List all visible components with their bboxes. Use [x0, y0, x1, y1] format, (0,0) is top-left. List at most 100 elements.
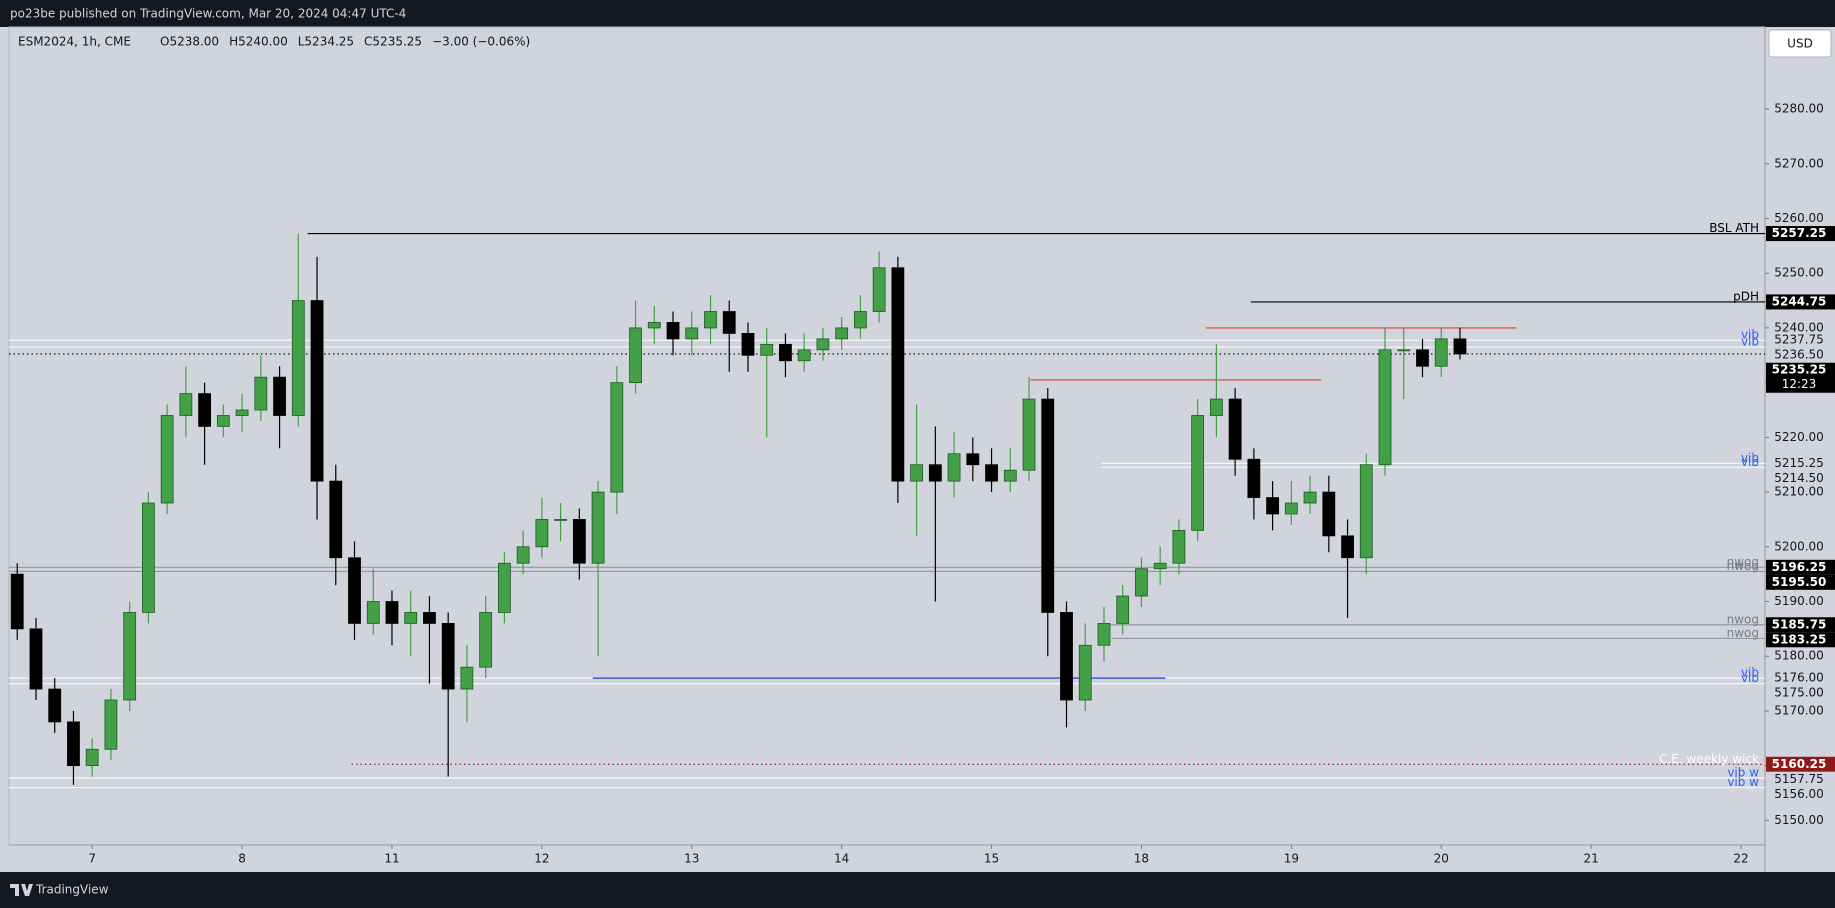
price-label: 5156.00 — [1774, 787, 1824, 801]
candle-body — [67, 721, 80, 767]
candle-body — [441, 623, 455, 690]
candle-body — [797, 349, 811, 362]
candle-body — [1116, 595, 1130, 624]
candle-body — [1416, 349, 1429, 367]
level-label: nwog — [1727, 612, 1759, 626]
candle-body — [647, 322, 661, 329]
candle-body — [329, 480, 343, 559]
level-label: nwog — [1727, 559, 1759, 573]
candle-body — [460, 666, 474, 690]
ohlc-legend: O5238.00 H5240.00 L5234.25 C5235.25 −3.00 (−… — [160, 35, 530, 49]
candle-body — [572, 519, 586, 564]
x-tick-label: 18 — [1134, 852, 1149, 866]
price-label: 5196.25 — [1772, 560, 1827, 574]
price-label-bg — [1766, 670, 1835, 686]
candle-body — [310, 300, 324, 482]
candle-body — [1247, 458, 1261, 498]
candle-body — [479, 612, 493, 668]
candle-body — [816, 338, 830, 351]
price-label-bg — [1766, 470, 1835, 486]
symbol: ESM2024, 1h, CME — [18, 35, 131, 49]
candle-body — [1097, 623, 1111, 646]
x-tick-label: 7 — [88, 852, 96, 866]
candle-body — [1191, 415, 1205, 531]
candle-body — [142, 502, 155, 613]
candle-body — [160, 415, 174, 504]
candle-body — [760, 343, 774, 356]
currency-button[interactable] — [1768, 29, 1832, 58]
candle-body — [366, 601, 380, 624]
candle-body — [872, 267, 886, 312]
x-tick-label: 14 — [834, 852, 849, 866]
candle-body — [1135, 568, 1148, 597]
price-label: 5195.50 — [1772, 575, 1827, 589]
candle-body — [985, 464, 998, 482]
candle-body — [629, 327, 642, 384]
y-tick-label: 5250.00 — [1774, 266, 1824, 280]
y-tick-label: 5240.00 — [1774, 320, 1824, 334]
candle-body — [685, 327, 699, 340]
candle-body — [1284, 502, 1298, 515]
candle-body — [10, 573, 24, 630]
candle-body — [1378, 349, 1392, 466]
candle-body — [722, 311, 736, 334]
x-tick-label: 19 — [1284, 852, 1299, 866]
brand: TradingView — [35, 883, 109, 897]
candle-body — [104, 699, 118, 750]
candle-body — [216, 415, 230, 427]
price-label: 5237.75 — [1774, 333, 1824, 347]
ohlc-value: O5238.00 — [160, 35, 219, 49]
price-label: 5175.00 — [1774, 686, 1824, 700]
candle-body — [1322, 491, 1336, 537]
y-tick-label: 5280.00 — [1774, 102, 1824, 116]
candle-body — [497, 562, 511, 613]
y-tick-label: 5180.00 — [1774, 649, 1824, 663]
price-label: 5236.50 — [1774, 348, 1824, 362]
y-tick-label: 5270.00 — [1774, 156, 1824, 170]
candle-body — [853, 311, 867, 329]
candle-body — [741, 333, 755, 356]
candle-body — [516, 546, 530, 564]
candle-body — [1022, 398, 1036, 471]
candle-body — [179, 393, 193, 416]
candle-body — [235, 409, 249, 416]
price-label-bg — [1766, 226, 1835, 242]
ohlc-value: −3.00 (−0.06%) — [432, 35, 530, 49]
level-label: vib — [1741, 451, 1759, 465]
candle-body — [1303, 491, 1317, 504]
ohlc-value: L5234.25 — [298, 35, 354, 49]
y-tick-label: 5150.00 — [1774, 813, 1824, 827]
level-label: BSL ATH — [1709, 221, 1759, 235]
price-label-bg — [1766, 455, 1835, 471]
price-label-bg — [1766, 574, 1835, 590]
candle-body — [891, 267, 905, 482]
level-label: pDH — [1733, 289, 1759, 303]
candle-body — [591, 491, 605, 564]
candle-body — [1359, 464, 1373, 559]
y-tick-label: 5190.00 — [1774, 594, 1824, 608]
candle-body — [928, 464, 942, 482]
price-label-bg — [1766, 332, 1835, 348]
price-label-bg — [1766, 685, 1835, 701]
level-label: vib — [1741, 671, 1759, 685]
price-label-bg — [1766, 347, 1835, 363]
candle-body — [535, 519, 549, 548]
candle-body — [835, 327, 849, 340]
candle-body — [404, 612, 418, 624]
price-label-bg — [1766, 617, 1835, 633]
candle-body — [1453, 338, 1467, 355]
candle-body — [348, 557, 361, 624]
x-tick-label: 22 — [1733, 852, 1748, 866]
y-tick-label: 5170.00 — [1774, 703, 1824, 717]
candle-body — [273, 376, 286, 416]
price-label: 5257.25 — [1772, 226, 1827, 240]
price-label: 5244.75 — [1772, 294, 1827, 308]
candle-body — [123, 612, 137, 701]
currency[interactable]: USD — [1787, 37, 1813, 51]
x-tick-label: 12 — [534, 852, 549, 866]
candle-body — [1153, 562, 1167, 570]
level-label: nwog — [1727, 626, 1759, 640]
candle-body — [704, 311, 717, 329]
candle-body — [1434, 338, 1448, 367]
candle-body — [1041, 398, 1055, 613]
